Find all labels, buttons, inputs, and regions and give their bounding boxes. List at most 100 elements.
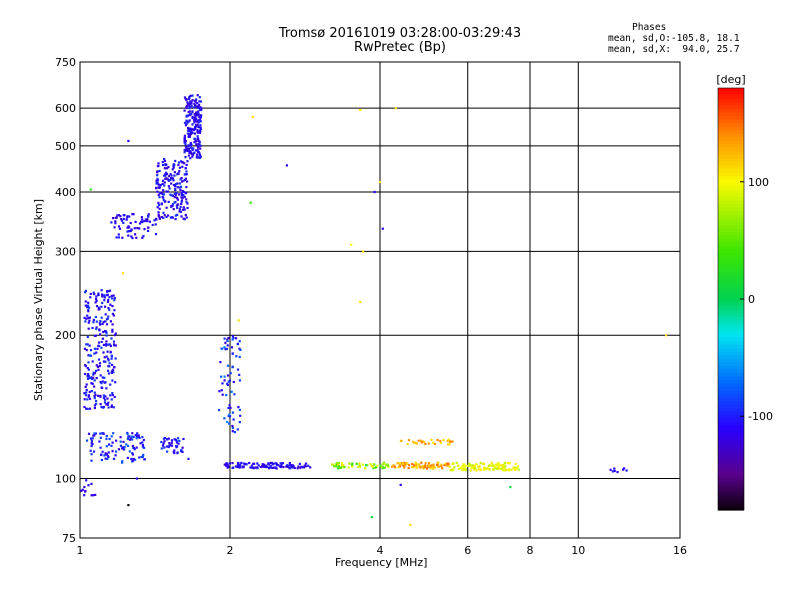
- data-point: [441, 467, 444, 470]
- data-point: [474, 467, 477, 470]
- colorbar-segment: [718, 478, 744, 483]
- colorbar-segment: [718, 151, 744, 156]
- data-point: [135, 437, 138, 440]
- data-point: [114, 454, 117, 457]
- data-point: [99, 374, 102, 377]
- data-point: [129, 437, 132, 440]
- data-point: [430, 464, 433, 467]
- data-point: [105, 331, 108, 334]
- data-point: [447, 438, 450, 441]
- data-point: [185, 198, 188, 201]
- colorbar-segment: [718, 429, 744, 434]
- colorbar-segment: [718, 270, 744, 275]
- data-point: [437, 461, 440, 464]
- data-point: [92, 494, 95, 497]
- data-point: [119, 444, 122, 447]
- data-point: [163, 157, 166, 161]
- data-point: [185, 216, 188, 219]
- data-point: [92, 371, 95, 374]
- data-point: [514, 468, 517, 471]
- data-point: [364, 467, 367, 470]
- colorbar-segment: [718, 309, 744, 314]
- data-point: [170, 174, 173, 177]
- colorbar-segment: [718, 228, 744, 233]
- colorbar-segment: [718, 334, 744, 339]
- data-point: [183, 178, 187, 182]
- data-point: [112, 340, 116, 343]
- data-point: [402, 462, 405, 465]
- data-point: [186, 147, 189, 150]
- data-point: [297, 465, 300, 468]
- data-point: [161, 163, 165, 167]
- data-point: [176, 445, 179, 448]
- data-point: [105, 344, 108, 347]
- data-point: [391, 465, 394, 468]
- data-point: [108, 437, 111, 441]
- data-point: [173, 451, 176, 455]
- data-point: [174, 200, 177, 204]
- data-point: [432, 463, 435, 466]
- colorbar-segment: [718, 123, 744, 128]
- data-point: [425, 467, 429, 470]
- data-point: [83, 316, 86, 319]
- data-point: [370, 464, 373, 467]
- data-point: [188, 96, 191, 99]
- data-point: [383, 462, 386, 465]
- data-point: [189, 94, 192, 97]
- data-point: [106, 457, 109, 461]
- data-point: [157, 215, 160, 218]
- data-point: [337, 464, 340, 468]
- data-point: [184, 143, 187, 146]
- data-point: [122, 272, 125, 275]
- data-point: [162, 442, 165, 445]
- data-point: [106, 317, 109, 320]
- data-point: [109, 394, 112, 397]
- colorbar-segment: [718, 506, 744, 511]
- data-point: [379, 464, 382, 467]
- data-point: [98, 321, 101, 325]
- data-point: [85, 407, 88, 410]
- data-point: [127, 139, 130, 143]
- colorbar-segment: [718, 464, 744, 469]
- data-point: [86, 367, 89, 370]
- data-point: [105, 343, 108, 346]
- data-point: [114, 216, 117, 219]
- data-point: [422, 467, 425, 470]
- data-point: [376, 464, 379, 467]
- data-point: [163, 174, 166, 177]
- data-point: [173, 171, 176, 174]
- colorbar-segment: [718, 330, 744, 335]
- data-point: [197, 140, 200, 143]
- data-point: [122, 217, 126, 221]
- colorbar-segment: [718, 165, 744, 170]
- data-point: [106, 290, 109, 293]
- data-point: [130, 228, 133, 231]
- colorbar-segment: [718, 344, 744, 349]
- data-point: [197, 110, 200, 113]
- data-point: [176, 213, 179, 216]
- data-point: [381, 463, 384, 466]
- data-point: [447, 462, 450, 465]
- data-point: [235, 355, 238, 358]
- colorbar-segment: [718, 133, 744, 138]
- colorbar-segment: [718, 249, 744, 254]
- data-point: [187, 102, 190, 105]
- data-point: [111, 363, 114, 366]
- data-point: [274, 462, 278, 465]
- colorbar-segment: [718, 168, 744, 173]
- data-point: [184, 213, 187, 217]
- data-point: [183, 151, 186, 154]
- data-point: [158, 191, 162, 195]
- colorbar-segment: [718, 211, 744, 216]
- data-point: [99, 333, 102, 336]
- colorbar-segment: [718, 105, 744, 110]
- colorbar-segment: [718, 291, 744, 297]
- data-point: [105, 334, 108, 337]
- data-point: [174, 184, 177, 187]
- data-point: [199, 120, 202, 123]
- data-point: [132, 213, 135, 216]
- data-point: [275, 467, 278, 470]
- x-tick-label: 6: [464, 544, 471, 557]
- data-point: [80, 489, 83, 492]
- data-point: [127, 435, 130, 438]
